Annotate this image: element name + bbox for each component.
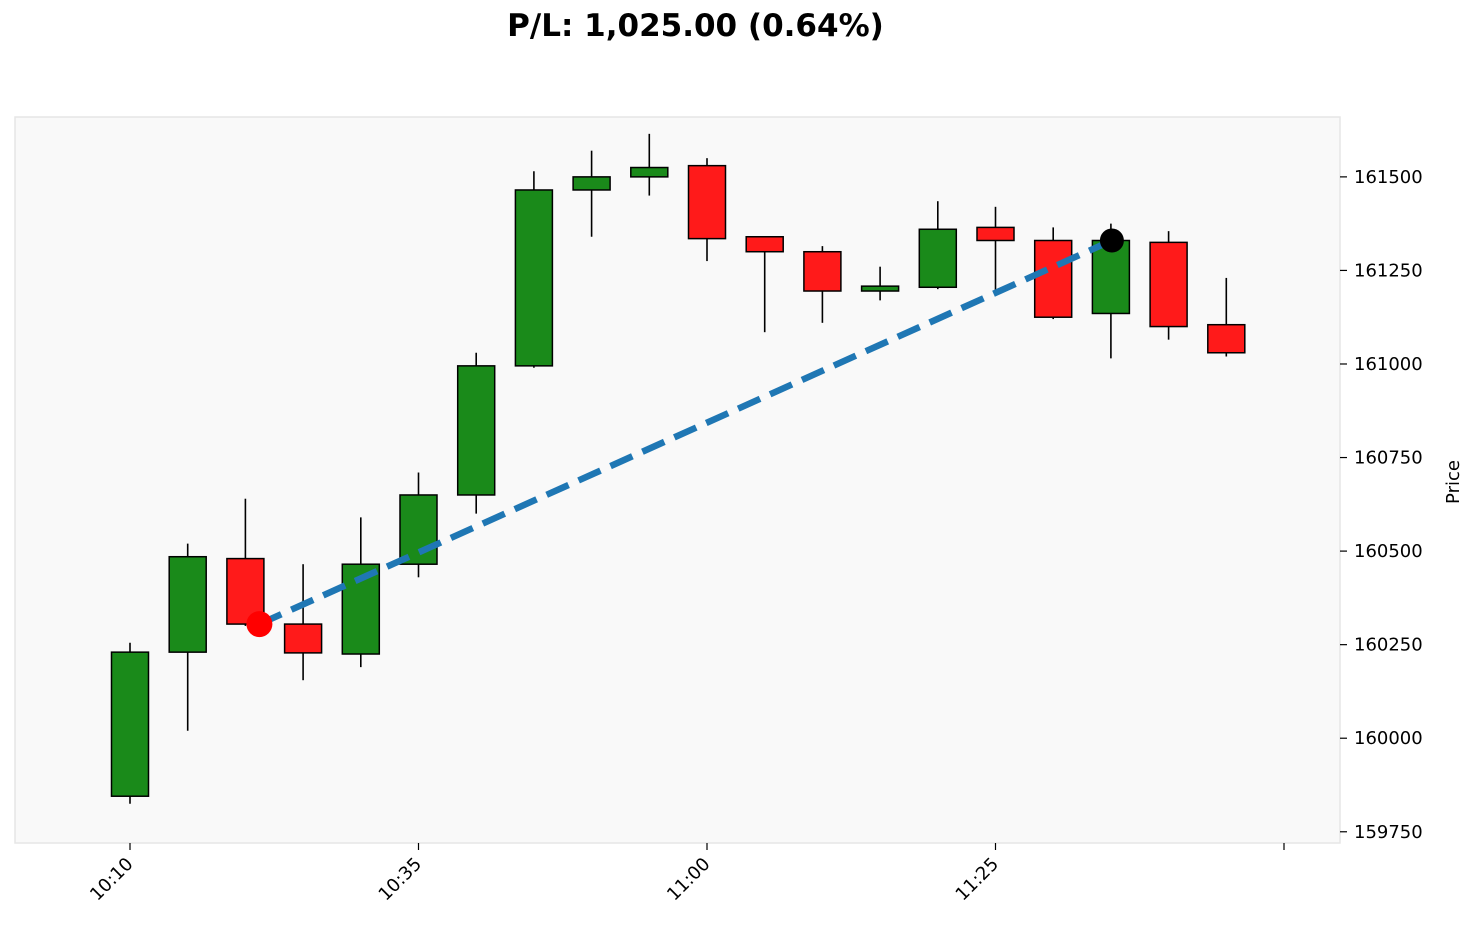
y-axis-label: Price	[1443, 460, 1464, 504]
x-tick-label: 10:10	[86, 854, 138, 906]
y-tick-label: 161500	[1354, 167, 1423, 188]
candle-body	[745, 236, 784, 253]
y-tick-label: 160000	[1354, 728, 1423, 749]
candle-body	[514, 189, 554, 367]
candle	[1033, 227, 1073, 320]
x-tick-label: 11:00	[663, 854, 715, 906]
candle-body	[630, 166, 669, 178]
y-tick-label: 161000	[1354, 354, 1423, 375]
candle-body	[918, 228, 958, 289]
candle-body	[976, 226, 1015, 242]
exit-marker	[1099, 228, 1124, 253]
candle-body	[1149, 241, 1188, 328]
candle	[168, 543, 207, 731]
candle	[803, 246, 842, 323]
candle	[687, 158, 727, 262]
candle	[918, 201, 958, 290]
x-tick-label: 11:25	[952, 854, 1004, 906]
candle-body	[803, 250, 842, 292]
candle-body	[1033, 239, 1073, 318]
candle	[860, 266, 900, 301]
y-tick-label: 160250	[1354, 635, 1423, 656]
candle-body	[168, 555, 207, 653]
candles-layer	[110, 133, 1246, 804]
trade-line	[258, 237, 1114, 628]
y-tick-label: 159750	[1354, 822, 1423, 843]
x-tick-label: 10:35	[375, 854, 427, 906]
candle	[745, 236, 784, 333]
entry-marker	[246, 611, 273, 638]
plot-area	[14, 116, 1341, 844]
candle-body	[399, 494, 438, 565]
candle	[399, 472, 438, 578]
candle-body	[687, 164, 727, 240]
candle-body	[1207, 323, 1246, 354]
candle-body	[456, 365, 496, 496]
candle-body	[860, 285, 900, 292]
y-axis: 159750 160000 160250 160500 160750 161000 1612…	[1340, 167, 1423, 843]
candle	[1149, 231, 1188, 340]
candle	[1207, 277, 1246, 357]
candle	[630, 133, 669, 196]
y-tick-label: 160500	[1354, 541, 1423, 562]
candle-body	[283, 623, 323, 654]
candle	[456, 352, 496, 514]
candle	[976, 206, 1015, 292]
y-tick-label: 161250	[1354, 260, 1423, 281]
candle	[572, 150, 611, 237]
candle	[283, 564, 323, 681]
chart-title: P/L: 1,025.00 (0.64%)	[507, 8, 884, 44]
candle-body	[110, 651, 150, 797]
candle-body	[572, 176, 611, 191]
candle	[514, 171, 554, 368]
trade-layer	[246, 228, 1124, 638]
candle	[110, 642, 150, 804]
y-tick-label: 160750	[1354, 448, 1423, 469]
x-axis: 10:10 10:35 11:00 11:25	[86, 843, 1285, 906]
